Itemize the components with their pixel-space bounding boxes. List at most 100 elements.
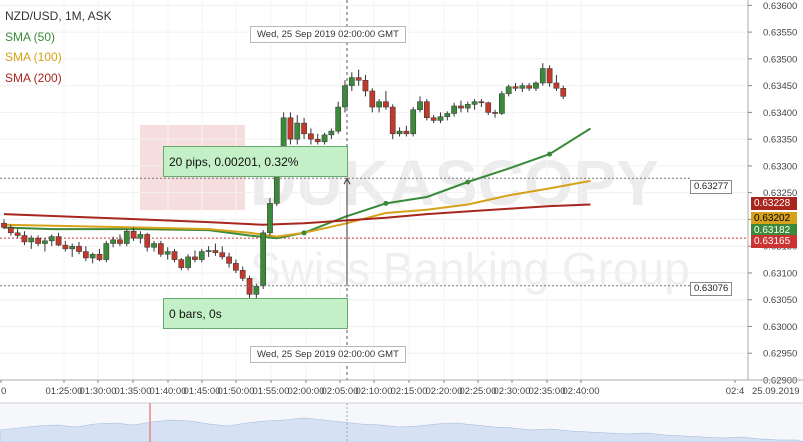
sma-marker (301, 230, 307, 236)
candle (342, 80, 348, 113)
price-tick-label: 0.63350 (763, 135, 797, 146)
candle (437, 112, 444, 124)
candle-body (389, 106, 396, 135)
candle-body (123, 230, 130, 244)
candle-body (103, 243, 110, 260)
price-tick-label: 0.63050 (763, 295, 797, 306)
candle-body (348, 77, 355, 86)
candle-body (376, 101, 382, 108)
candle (458, 100, 464, 113)
candle (403, 125, 410, 137)
candle-body (198, 251, 205, 260)
candle (158, 240, 164, 257)
candle (239, 266, 246, 281)
candle-body (233, 263, 239, 271)
candle (110, 236, 116, 248)
candle-body (294, 122, 301, 140)
price-tick-label: 0.63300 (763, 161, 797, 172)
price-tick-label: 0.63450 (763, 81, 797, 92)
candle-body (553, 82, 560, 89)
candle-body (62, 244, 69, 250)
candle (519, 82, 526, 93)
candle (69, 243, 76, 257)
price-tag-sma-100: 0.63202 (751, 211, 797, 225)
candle (396, 127, 403, 137)
measure-duration-box[interactable]: 0 bars, 0s (163, 298, 348, 329)
candle-body (478, 101, 485, 104)
candle (389, 104, 396, 140)
candle-body (28, 237, 35, 243)
measure-tool-lines (0, 0, 690, 380)
measure-summary-box[interactable]: 20 pips, 0.00201, 0.32% (163, 146, 348, 177)
candle (328, 128, 335, 140)
measure-arrow-head-icon (343, 177, 351, 185)
candle-body (471, 101, 478, 105)
candle-body (117, 239, 123, 244)
price-tick-label: 0.63550 (763, 28, 797, 39)
candle-body (267, 203, 273, 234)
candle-body (314, 138, 321, 143)
candle-body (301, 122, 307, 135)
candle-body (239, 270, 246, 279)
time-tick-label: 01:25:00 (46, 386, 83, 397)
candle (62, 240, 69, 252)
candle (205, 246, 212, 257)
candle-body (526, 85, 532, 89)
candle-body (369, 90, 376, 108)
candle-body (512, 86, 519, 89)
candle (96, 248, 103, 262)
candle (539, 63, 546, 86)
navigator-area (0, 417, 803, 442)
candle (512, 82, 519, 91)
candle-body (130, 230, 137, 239)
candle-body (14, 232, 21, 236)
candle-body (151, 243, 157, 248)
candle (14, 229, 21, 239)
candle (35, 235, 41, 247)
measure-bottom-price-label: 0.63076 (690, 282, 733, 296)
candle-body (212, 250, 219, 253)
candle (423, 99, 430, 121)
time-tick-label: 01:35:00 (115, 386, 152, 397)
candle (260, 230, 267, 290)
candle (362, 74, 369, 97)
legend-sma-200[interactable]: SMA (200) (5, 70, 62, 85)
price-tick-label: 0.62900 (763, 376, 797, 387)
candle (246, 275, 253, 300)
price-tick-label: 0.63600 (763, 1, 797, 12)
candle-body (396, 130, 403, 135)
price-tag-sma-50: 0.63182 (751, 223, 797, 237)
price-tick-label: 0.63500 (763, 54, 797, 65)
candle (383, 90, 389, 110)
candles (1, 63, 567, 300)
candle-body (417, 101, 423, 110)
candle (471, 99, 478, 110)
sma-line-200 (3, 203, 591, 226)
crosshair-time-label-bottom: Wed, 25 Sep 2019 02:00:00 GMT (250, 346, 406, 363)
time-tick-label: 02:25:00 (460, 386, 497, 397)
candle-body (423, 101, 430, 118)
candle (267, 198, 273, 236)
candle-body (35, 237, 41, 244)
legend-sma-100[interactable]: SMA (100) (5, 50, 62, 64)
candle-body (110, 239, 116, 244)
sma-marker (465, 179, 471, 185)
sma-marker (383, 200, 389, 206)
candle-body (505, 86, 512, 94)
candle-body (164, 251, 171, 255)
time-tick-label: 0 (1, 386, 6, 397)
candle-body (287, 117, 294, 140)
candle (48, 234, 55, 247)
candle-body (403, 130, 410, 135)
candle (553, 74, 560, 91)
candle (335, 101, 342, 134)
candle-body (519, 85, 526, 89)
candle (28, 235, 35, 249)
legend-sma-50[interactable]: SMA (50) (5, 29, 56, 44)
candle (321, 132, 328, 145)
navigator-strip[interactable] (0, 402, 803, 442)
candle (485, 101, 492, 116)
candle-body (89, 253, 96, 259)
candle (144, 232, 151, 252)
